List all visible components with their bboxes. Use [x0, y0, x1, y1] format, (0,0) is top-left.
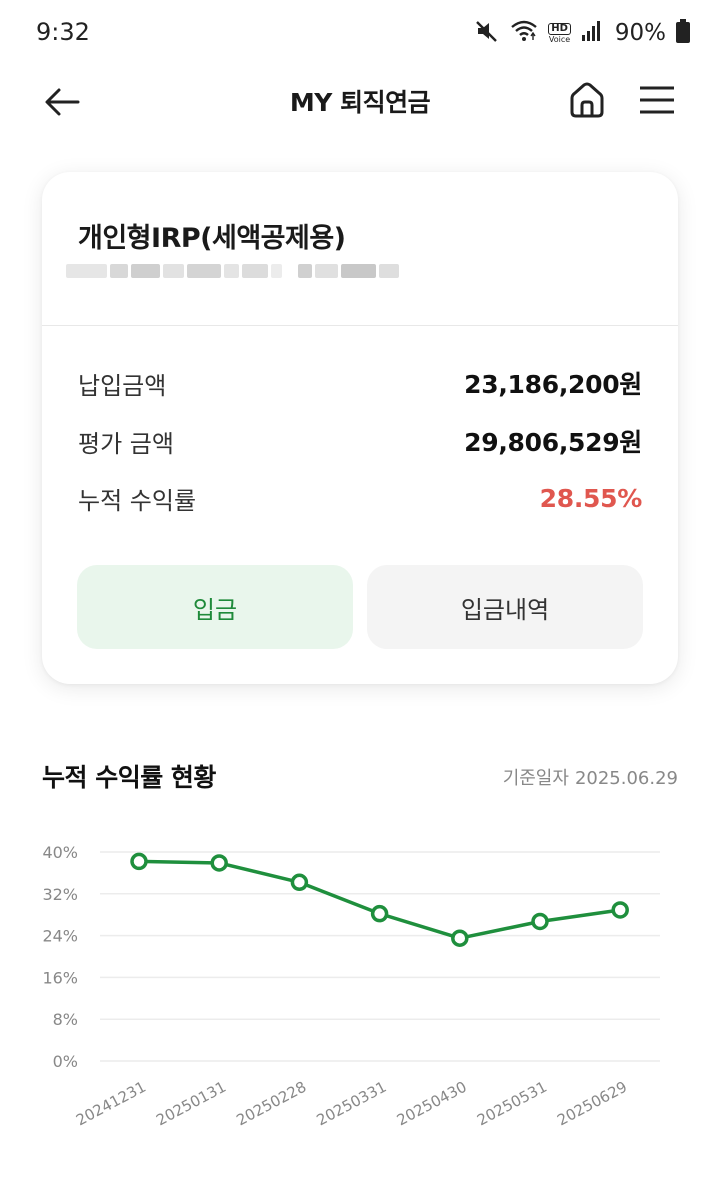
wifi-icon [510, 18, 538, 48]
back-arrow-icon [45, 88, 80, 116]
mute-icon [474, 18, 500, 48]
y-tick-label: 24% [42, 927, 78, 946]
deposit-button[interactable]: 입금 [77, 565, 353, 649]
y-tick-label: 8% [53, 1010, 78, 1029]
data-point [210, 854, 228, 872]
back-button[interactable] [40, 82, 84, 122]
data-point [290, 873, 309, 892]
home-button[interactable] [566, 78, 608, 122]
menu-button[interactable] [636, 82, 678, 118]
x-tick-label: 20250430 [394, 1078, 470, 1130]
account-name: 개인형IRP(세액공제용) [78, 223, 346, 254]
paid-amount-value: 23,186,200원 [464, 370, 642, 399]
status-time: 9:32 [36, 18, 90, 46]
data-point [531, 912, 549, 931]
series-line [138, 859, 621, 940]
hamburger-menu-icon [640, 86, 674, 114]
paid-amount-label: 납입금액 [78, 371, 167, 400]
evaluation-amount-row: 평가 금액 29,806,529원 [78, 421, 642, 461]
evaluation-amount-value: 29,806,529원 [464, 428, 642, 457]
x-tick-label: 20250131 [153, 1078, 229, 1130]
base-date-value: 2025.06.29 [574, 768, 678, 789]
cumulative-return-label: 누적 수익률 [78, 486, 197, 515]
data-point [130, 852, 148, 871]
y-tick-label: 40% [42, 843, 78, 862]
y-tick-label: 16% [42, 968, 78, 987]
cumulative-return-row: 누적 수익률 28.55% [78, 478, 642, 518]
x-tick-label: 20241231 [73, 1078, 149, 1130]
x-tick-label: 20250228 [233, 1078, 309, 1130]
y-tick-label: 32% [42, 885, 78, 904]
signal-icon [581, 19, 603, 47]
chart-section-title: 누적 수익률 현황 [42, 763, 216, 792]
evaluation-amount-label: 평가 금액 [78, 429, 174, 458]
cumulative-return-chart: 40% 32% 24% 16% 8% 0% 20241231 20250131 20250228… [42, 843, 660, 1130]
status-bar: 9:32 HD Voice [0, 0, 720, 68]
hd-voice-icon: HD Voice [548, 22, 571, 44]
y-tick-label: 0% [53, 1052, 78, 1071]
data-point [451, 929, 469, 947]
data-point [611, 901, 629, 919]
account-card: 개인형IRP(세액공제용) 납입금액 23,186,200원 평가 금액 29,… [42, 172, 678, 684]
data-point [370, 904, 389, 923]
card-divider [42, 325, 678, 326]
status-icons: HD Voice 90% [474, 16, 690, 50]
paid-amount-row: 납입금액 23,186,200원 [78, 363, 642, 403]
x-tick-label: 20250531 [474, 1078, 550, 1130]
base-date: 기준일자 2025.06.29 [503, 764, 678, 790]
app-header: MY 퇴직연금 [0, 68, 720, 134]
battery-icon [676, 19, 690, 47]
cumulative-return-value: 28.55% [539, 483, 643, 513]
account-number-masked [66, 258, 402, 284]
home-icon [570, 82, 604, 118]
x-tick-label: 20250331 [314, 1078, 390, 1130]
battery-percent: 90% [614, 20, 666, 46]
deposit-history-button[interactable]: 입금내역 [367, 565, 643, 649]
x-tick-label: 20250629 [554, 1078, 630, 1130]
base-date-label: 기준일자 [502, 768, 569, 789]
page-title: MY 퇴직연금 [289, 88, 431, 117]
